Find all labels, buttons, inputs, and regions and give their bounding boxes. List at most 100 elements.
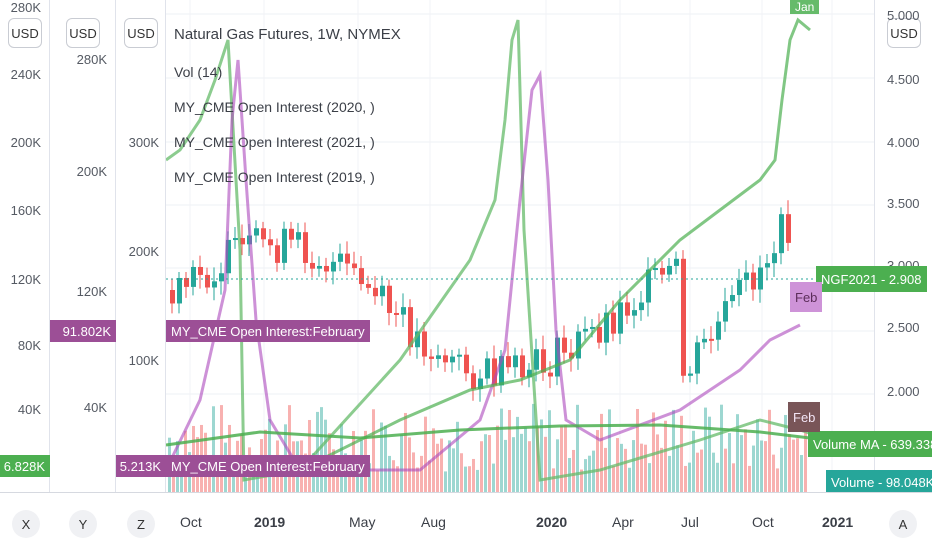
z-scale-currency-button[interactable]: USD [124,18,158,48]
price-scale-button[interactable]: A [889,510,917,538]
candle-body [541,349,546,373]
volume-bar [480,441,483,492]
legend-symbol-title[interactable]: Natural Gas Futures, 1W, NYMEX [174,26,401,43]
candle-body [709,338,714,341]
price-scale[interactable]: USD 5.000 4.500 4.000 3.500 3.000 2.500 … [874,0,932,492]
time-axis-bar[interactable] [0,492,932,550]
jan-contract-marker: Jan [790,0,820,14]
candle-body [471,373,476,390]
x-scale-tick: 120K [10,272,41,287]
legend-open-interest-2021[interactable]: MY_CME Open Interest (2021, ) [174,134,375,150]
candle-body [576,331,581,359]
volume-bar [752,445,755,492]
candle-body [604,312,609,343]
volume-bar [612,466,615,492]
y-scale[interactable]: USD 280K 200K 120K 40K [50,0,116,492]
volume-bar [792,439,795,492]
volume-bar [740,435,743,492]
volume-bar [600,413,603,492]
candle-body [261,228,266,240]
volume-bar [628,467,631,492]
volume-bar [272,462,275,492]
candle-body [681,258,686,376]
candle-body [331,261,336,272]
time-axis-tick: Aug [421,514,446,530]
time-axis-tick: Jul [681,514,699,530]
volume-ma-line [165,423,811,447]
candle-body [254,228,259,236]
candle-body [436,355,441,359]
candle-body [744,272,749,280]
volume-bar [516,416,519,492]
volume-bar [552,468,555,492]
volume-bar [532,403,535,492]
volume-bar [388,455,391,492]
volume-bar [452,448,455,492]
volume-bar [460,453,463,492]
open-interest-2020-line [165,19,831,482]
candle-body [583,328,588,332]
candle-body [345,253,350,264]
volume-bar [420,455,423,492]
volume-bar [584,459,587,492]
last-price-label: NGF2021 - 2.908 [816,266,928,292]
z-scale-button[interactable]: Z [127,510,155,538]
candle-body [429,356,434,359]
candle-body [177,277,182,304]
candle-body [639,302,644,311]
candle-body [751,272,756,290]
x-scale-currency-button[interactable]: USD [8,18,42,48]
candle-body [415,331,420,348]
volume-bar [280,468,283,492]
candle-body [387,285,392,313]
volume-bar [696,452,699,492]
z-scale-tick: 300K [128,135,159,150]
volume-bar [220,405,223,492]
volume-bar [436,443,439,492]
volume-bar [556,439,559,492]
volume-bar [320,407,323,492]
candle-body [506,356,511,368]
volume-bar [640,443,643,492]
volume-bar [564,424,567,492]
feb-contract-marker: Feb [790,282,823,312]
volume-bar [524,427,527,492]
volume-bar [548,410,551,492]
legend-volume[interactable]: Vol (14) [174,64,223,80]
candle-body [611,312,616,334]
feb-contract-marker-lower: Feb [788,402,821,432]
candle-body [716,321,721,340]
legend-open-interest-2019[interactable]: MY_CME Open Interest (2019, ) [174,169,375,185]
volume-bar [776,468,779,492]
volume-bar [700,449,703,492]
candle-body [296,232,301,240]
z-scale-tick: 200K [128,244,159,259]
z-scale[interactable]: USD 300K 200K 100K [116,0,166,492]
candle-body [534,349,539,370]
volume-bar [376,470,379,492]
volume-bar [456,421,459,492]
candle-body [667,265,672,275]
x-scale[interactable]: USD 280K 240K 200K 160K 120K 80K 40K [0,0,50,492]
candle-body [212,281,217,288]
price-scale-tick: 4.500 [887,72,920,87]
volume-bar [496,425,499,492]
y-scale-button[interactable]: Y [69,510,97,538]
candle-body [457,354,462,357]
x-scale-button[interactable]: X [12,510,40,538]
volume-bar [596,430,599,492]
price-scale-currency-button[interactable]: USD [887,18,921,48]
candle-body [597,326,602,343]
volume-bar [684,465,687,492]
volume-bar [748,465,751,492]
volume-bar [576,404,579,492]
y-scale-currency-button[interactable]: USD [66,18,100,48]
candle-body [275,245,280,263]
x-scale-tick: 160K [10,203,41,218]
volume-bar [448,440,451,492]
volume-bar [588,455,591,492]
volume-bar [172,463,175,492]
candle-body [625,302,630,316]
candle-body [646,269,651,303]
legend-open-interest-2020[interactable]: MY_CME Open Interest (2020, ) [174,99,375,115]
